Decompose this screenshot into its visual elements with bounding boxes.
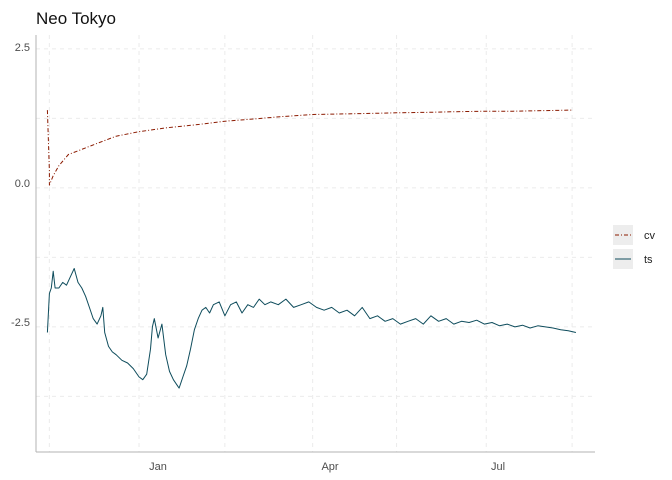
chart-title: Neo Tokyo	[36, 9, 116, 28]
x-tick-label: Apr	[321, 461, 338, 473]
y-axis-ticks: 2.5 0.0 -2.5	[11, 42, 30, 329]
series-line-ts	[46, 268, 577, 389]
legend-label-ts: ts	[644, 254, 653, 266]
y-tick-label: 0.0	[15, 178, 30, 190]
y-tick-label: 2.5	[15, 42, 30, 54]
grid-lines	[36, 35, 595, 452]
series-line-cv	[46, 109, 573, 186]
legend-label-cv: cv	[644, 230, 656, 242]
x-tick-label: Jul	[491, 461, 505, 473]
axes	[35, 35, 595, 453]
series-layer	[46, 109, 577, 389]
legend: cv ts	[613, 225, 656, 269]
legend-key-cv	[613, 225, 633, 245]
x-tick-label: Jan	[149, 461, 167, 473]
x-axis-ticks: Jan Apr Jul	[149, 461, 505, 473]
y-tick-label: -2.5	[11, 317, 30, 329]
